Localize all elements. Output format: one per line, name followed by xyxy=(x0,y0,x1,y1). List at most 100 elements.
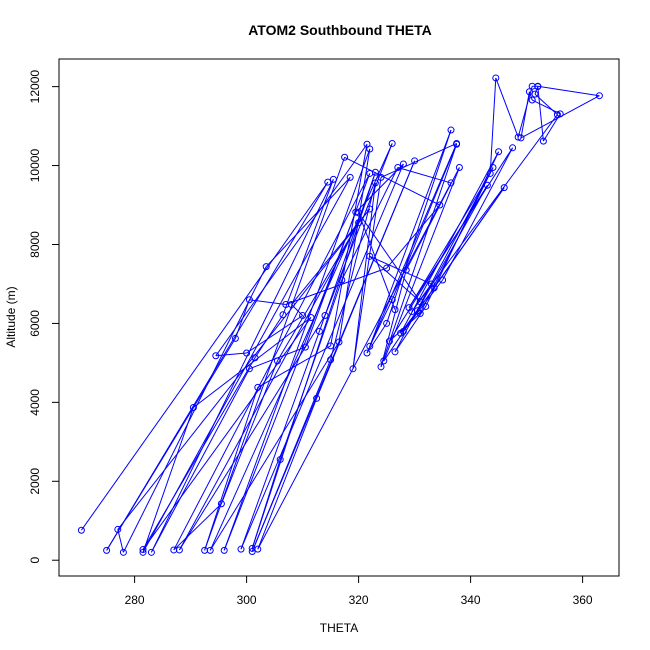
theta-series xyxy=(80,77,600,553)
series-segment xyxy=(542,113,561,142)
series-segment xyxy=(537,85,600,97)
data-point xyxy=(486,169,494,177)
data-point xyxy=(287,300,295,308)
y-axis: 0 2000 4000 6000 8000 10000 12000 xyxy=(28,70,60,564)
series-segment xyxy=(265,177,351,267)
series-segment xyxy=(223,148,371,551)
data-point xyxy=(139,548,147,556)
data-point xyxy=(237,545,245,553)
series-segment xyxy=(386,204,441,269)
chart-title: ATOM2 Southbound THETA xyxy=(248,22,432,38)
series-segment xyxy=(380,144,458,367)
series-segment xyxy=(150,179,334,553)
data-point xyxy=(380,357,388,365)
data-point xyxy=(509,144,517,152)
series-segment xyxy=(344,156,441,206)
data-point xyxy=(514,133,522,141)
y-tick-label: 8000 xyxy=(28,231,42,258)
data-point xyxy=(388,296,396,304)
data-point xyxy=(391,348,399,356)
data-point xyxy=(416,310,424,318)
data-point xyxy=(329,175,337,183)
data-point xyxy=(408,308,416,316)
series-segment xyxy=(520,91,530,139)
series-segment xyxy=(534,93,558,116)
series-segment xyxy=(251,359,332,552)
data-point xyxy=(231,334,239,342)
series-segment xyxy=(318,172,376,332)
series-segment xyxy=(358,212,421,302)
series-segment xyxy=(257,398,318,550)
data-point xyxy=(489,164,497,172)
data-point xyxy=(427,280,435,288)
data-point xyxy=(114,525,122,533)
x-tick-label: 340 xyxy=(461,593,481,607)
data-point xyxy=(338,276,346,284)
data-point xyxy=(349,365,357,373)
series-segment xyxy=(330,144,368,347)
series-segment xyxy=(122,266,267,553)
series-segment xyxy=(352,182,376,369)
data-point xyxy=(352,208,360,216)
series-segment xyxy=(324,143,393,316)
y-tick-label: 6000 xyxy=(28,310,42,337)
data-point xyxy=(394,164,402,172)
data-point xyxy=(189,403,197,411)
data-point xyxy=(528,96,536,104)
series-segment xyxy=(341,167,399,281)
series-segment xyxy=(330,182,376,360)
series-segment xyxy=(254,314,284,359)
data-point xyxy=(531,90,539,98)
series-segment xyxy=(495,77,519,138)
data-point xyxy=(383,319,391,327)
data-point xyxy=(119,548,127,556)
series-segment xyxy=(338,148,371,343)
data-point xyxy=(455,164,463,172)
data-point xyxy=(251,354,259,362)
series-segment xyxy=(408,147,514,308)
data-point xyxy=(327,356,335,364)
series-segment xyxy=(366,323,388,354)
series-segment xyxy=(489,77,497,174)
series-segment xyxy=(394,306,427,353)
series-segment xyxy=(204,157,346,551)
theta-points xyxy=(77,74,603,556)
series-segment xyxy=(251,459,281,549)
data-point xyxy=(411,157,419,165)
data-point xyxy=(439,276,447,284)
data-point xyxy=(341,153,349,161)
series-segment xyxy=(204,387,259,551)
data-point xyxy=(385,337,393,345)
data-point xyxy=(366,342,374,350)
data-point xyxy=(371,168,379,176)
data-point xyxy=(453,140,461,148)
data-point xyxy=(366,252,374,260)
data-point xyxy=(399,160,407,168)
data-point xyxy=(525,88,533,96)
data-point xyxy=(147,548,155,556)
series-segment xyxy=(400,151,500,334)
series-segment xyxy=(240,163,404,550)
data-point xyxy=(553,111,561,119)
x-tick-label: 300 xyxy=(237,593,257,607)
series-segment xyxy=(150,368,250,553)
data-point xyxy=(321,312,329,320)
data-point xyxy=(366,205,374,213)
series-segment xyxy=(369,299,393,347)
data-point xyxy=(313,394,321,402)
data-point xyxy=(335,338,343,346)
data-point xyxy=(254,383,262,391)
series-segment xyxy=(425,151,500,307)
y-tick-label: 4000 xyxy=(28,389,42,416)
data-point xyxy=(315,327,323,335)
series-segment xyxy=(142,407,194,553)
data-point xyxy=(436,201,444,209)
series-segment xyxy=(282,179,334,315)
data-point xyxy=(245,365,253,373)
series-segment xyxy=(178,222,360,551)
data-point xyxy=(307,314,315,321)
data-point xyxy=(377,363,385,371)
x-tick-label: 360 xyxy=(573,593,593,607)
series-segment xyxy=(386,129,452,324)
data-point xyxy=(327,342,335,350)
